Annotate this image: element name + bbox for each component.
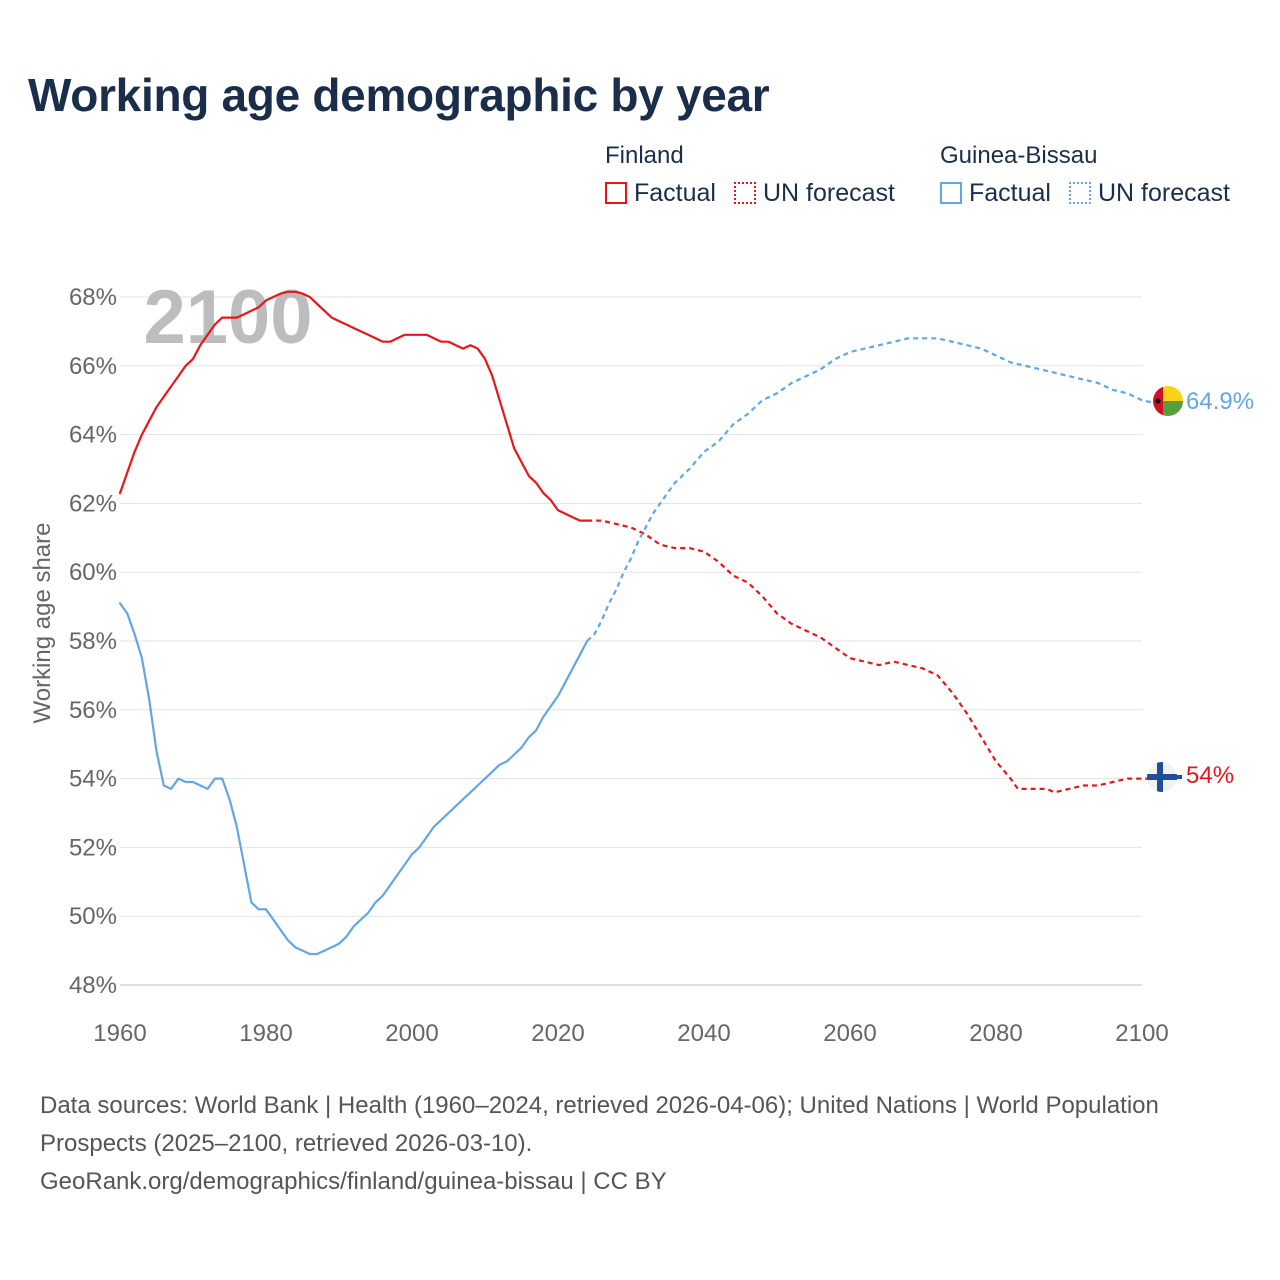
finland-end-label: 54% [1186,762,1234,789]
data-sources-text: Data sources: World Bank | Health (1960–… [40,1092,1159,1157]
legend-guinea-bissau-factual[interactable]: Factual [940,179,1051,208]
x-tick-label: 1960 [93,1020,146,1047]
legend-item-label: Factual [634,178,716,207]
y-tick-label: 48% [69,972,117,999]
x-tick-label: 2020 [531,1020,584,1047]
y-tick-label: 50% [69,903,117,930]
legend-swatch-dotted [1068,182,1091,204]
legend-finland-forecast[interactable]: UN forecast [733,178,895,208]
x-tick-label: 2000 [385,1020,438,1047]
guinea-bissau-forecast-line[interactable] [586,337,1164,642]
legend-group-title: Guinea-Bissau [940,142,1098,169]
legend-guinea-bissau-forecast[interactable]: UN forecast [1068,178,1230,208]
y-axis-title: Working age share [29,523,56,724]
y-tick-label: 58% [69,628,117,655]
x-tick-label: 2060 [823,1020,876,1047]
x-tick-label: 1980 [239,1020,292,1047]
legend-swatch-solid [605,182,627,204]
finland-flag-icon [1147,762,1182,792]
finland-factual-line[interactable] [118,290,589,522]
guinea-bissau-flag-icon [1153,386,1183,416]
legend-item-label: UN forecast [762,178,895,207]
y-tick-label: 64% [69,422,117,449]
credit-text: GeoRank.org/demographics/finland/guinea-… [40,1168,667,1195]
finland-forecast-line[interactable] [587,519,1179,794]
legend-finland-factual[interactable]: Factual [605,179,716,208]
legend-swatch-dotted [733,182,756,204]
legend-item-label: Factual [969,178,1051,207]
guinea-bissau-end-label: 64.9% [1186,388,1254,415]
legend-swatch-solid [940,182,962,204]
legend-group-finland: Finland Factual UN forecast [605,142,895,210]
guinea-bissau-factual-line[interactable] [118,602,589,956]
x-tick-label: 2080 [969,1020,1022,1047]
y-tick-label: 56% [69,697,117,724]
legend-item-label: UN forecast [1097,178,1230,207]
y-tick-label: 60% [69,559,117,586]
chart-footer: Data sources: World Bank | Health (1960–… [40,1087,1220,1201]
y-tick-label: 62% [69,490,117,517]
x-tick-label: 2100 [1115,1020,1168,1047]
legend-group-title: Finland [605,142,684,169]
y-tick-label: 52% [69,834,117,861]
chart-title: Working age demographic by year [28,69,770,121]
y-tick-label: 68% [69,284,117,311]
y-tick-label: 54% [69,766,117,793]
y-tick-label: 66% [69,353,117,380]
legend-group-guinea-bissau: Guinea-Bissau Factual UN forecast [940,142,1230,210]
x-tick-label: 2040 [677,1020,730,1047]
